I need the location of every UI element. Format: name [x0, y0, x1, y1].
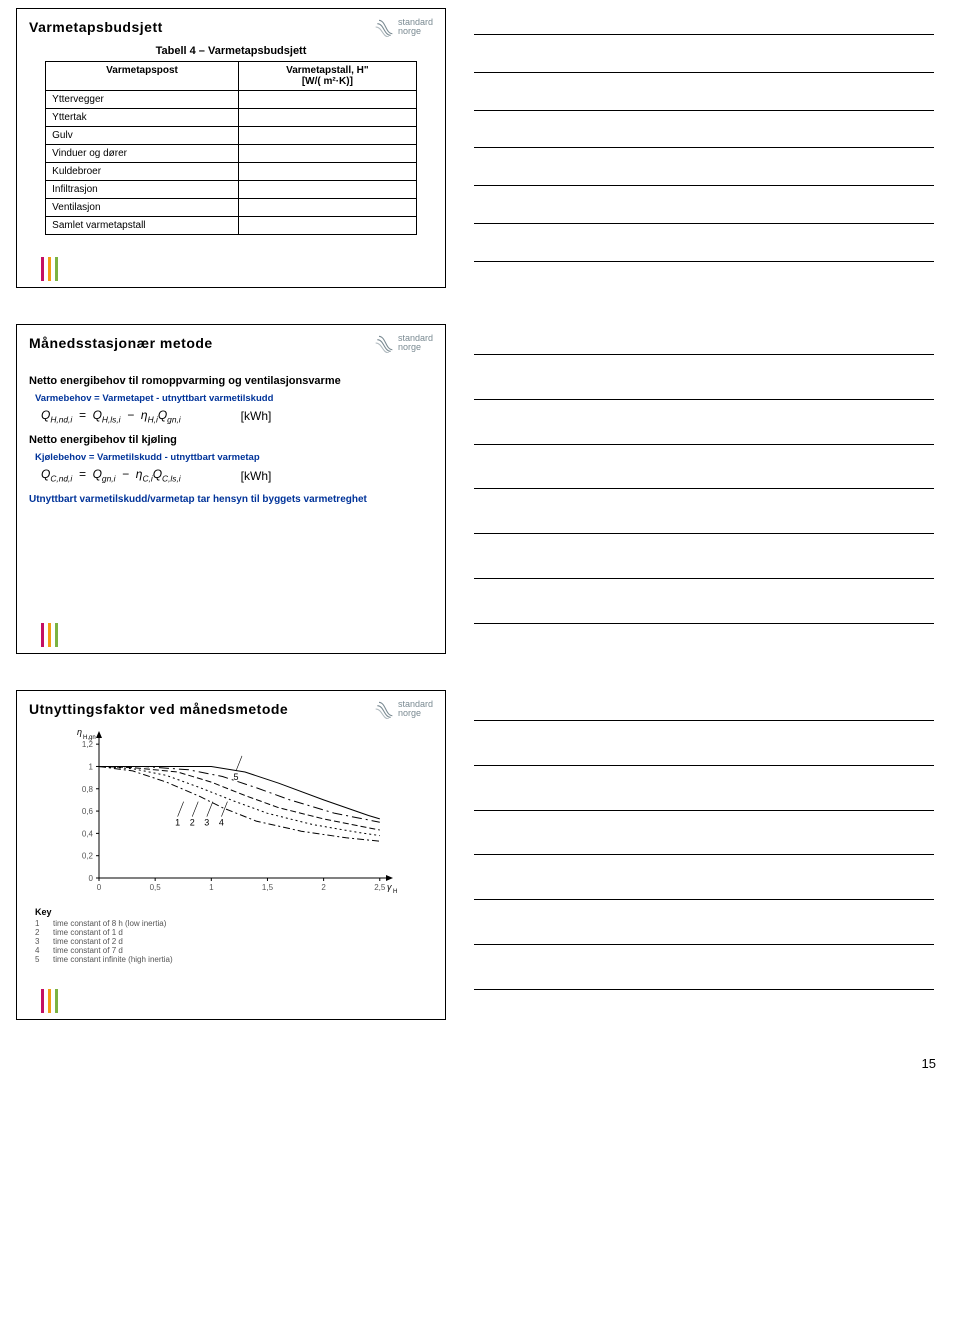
- table-row: Yttervegger: [46, 91, 417, 109]
- slide3-title: Utnyttingsfaktor ved månedsmetode: [29, 701, 433, 717]
- heading-netto-kjoling: Netto energibehov til kjøling: [29, 434, 433, 446]
- formula-cool: QC,nd,i = Qgn,i − ηC,iQC,ls,i [kWh]: [41, 467, 433, 483]
- color-bars-icon: [41, 989, 58, 1013]
- slide2-title: Månedsstasjonær metode: [29, 335, 433, 351]
- varmetap-table: Varmetapspost Varmetapstall, H" [W/( m²·…: [45, 61, 417, 235]
- svg-text:0,4: 0,4: [82, 829, 94, 838]
- color-bars-icon: [41, 257, 58, 281]
- table-title: Tabell 4 – Varmetapsbudsjett: [29, 45, 433, 57]
- formula-heat: QH,nd,i = QH,ls,i − ηH,iQgn,i [kWh]: [41, 408, 433, 424]
- svg-text:2,5: 2,5: [374, 883, 386, 892]
- svg-text:0,2: 0,2: [82, 852, 94, 861]
- svg-text:0,6: 0,6: [82, 807, 94, 816]
- svg-text:0,8: 0,8: [82, 785, 94, 794]
- page-number: 15: [16, 1056, 944, 1071]
- table-row: Vinduer og dører: [46, 145, 417, 163]
- svg-text:0: 0: [97, 883, 102, 892]
- utilization-chart: 00,20,40,60,811,200,511,522,5ηH,gnγH1234…: [61, 723, 401, 903]
- notes-lines: [474, 690, 934, 1020]
- table-row: Samlet varmetapstall: [46, 217, 417, 235]
- svg-text:2: 2: [321, 883, 326, 892]
- col1-header: Varmetapspost: [46, 62, 239, 91]
- svg-text:2: 2: [190, 818, 195, 828]
- svg-text:H,gn: H,gn: [83, 735, 96, 741]
- table-row: Gulv: [46, 127, 417, 145]
- table-row: Ventilasjon: [46, 199, 417, 217]
- notes-lines: [474, 8, 934, 288]
- svg-text:0,5: 0,5: [150, 883, 162, 892]
- chart-key: Key 1time constant of 8 h (low inertia)2…: [35, 907, 433, 964]
- svg-text:η: η: [77, 727, 82, 737]
- slide-utnyttingsfaktor: Utnyttingsfaktor ved månedsmetode standa…: [16, 690, 446, 1020]
- svg-text:4: 4: [219, 818, 224, 828]
- label-kjolebehov: Kjølebehov = Varmetilskudd - utnyttbart …: [35, 452, 433, 463]
- svg-text:5: 5: [234, 772, 239, 782]
- notes-lines: [474, 324, 934, 654]
- slide-manedsstasjonaer: Månedsstasjonær metode standardnorge Net…: [16, 324, 446, 654]
- svg-text:3: 3: [204, 818, 209, 828]
- col2-header: Varmetapstall, H" [W/( m²·K)]: [238, 62, 416, 91]
- key-item: 2time constant of 1 d: [35, 928, 433, 937]
- final-note: Utnyttbart varmetilskudd/varmetap tar he…: [29, 494, 389, 505]
- svg-text:1: 1: [209, 883, 214, 892]
- svg-text:1,5: 1,5: [262, 883, 274, 892]
- key-item: 4time constant of 7 d: [35, 946, 433, 955]
- color-bars-icon: [41, 623, 58, 647]
- standard-norge-logo: standardnorge: [374, 333, 433, 353]
- svg-text:1: 1: [175, 818, 180, 828]
- svg-text:0: 0: [89, 874, 94, 883]
- svg-text:1,2: 1,2: [82, 740, 94, 749]
- label-varmebehov: Varmebehov = Varmetapet - utnyttbart var…: [35, 393, 433, 404]
- table-row: Kuldebroer: [46, 163, 417, 181]
- heading-netto-varme: Netto energibehov til romoppvarming og v…: [29, 375, 433, 387]
- key-item: 5time constant infinite (high inertia): [35, 955, 433, 964]
- key-item: 1time constant of 8 h (low inertia): [35, 919, 433, 928]
- standard-norge-logo: standardnorge: [374, 699, 433, 719]
- standard-norge-logo: standardnorge: [374, 17, 433, 37]
- svg-text:H: H: [393, 889, 397, 895]
- slide-varmetapsbudsjett: Varmetapsbudsjett standardnorge Tabell 4…: [16, 8, 446, 288]
- slide1-title: Varmetapsbudsjett: [29, 19, 433, 35]
- svg-text:1: 1: [89, 762, 94, 771]
- svg-text:γ: γ: [387, 882, 392, 892]
- key-item: 3time constant of 2 d: [35, 937, 433, 946]
- table-row: Infiltrasjon: [46, 181, 417, 199]
- table-row: Yttertak: [46, 109, 417, 127]
